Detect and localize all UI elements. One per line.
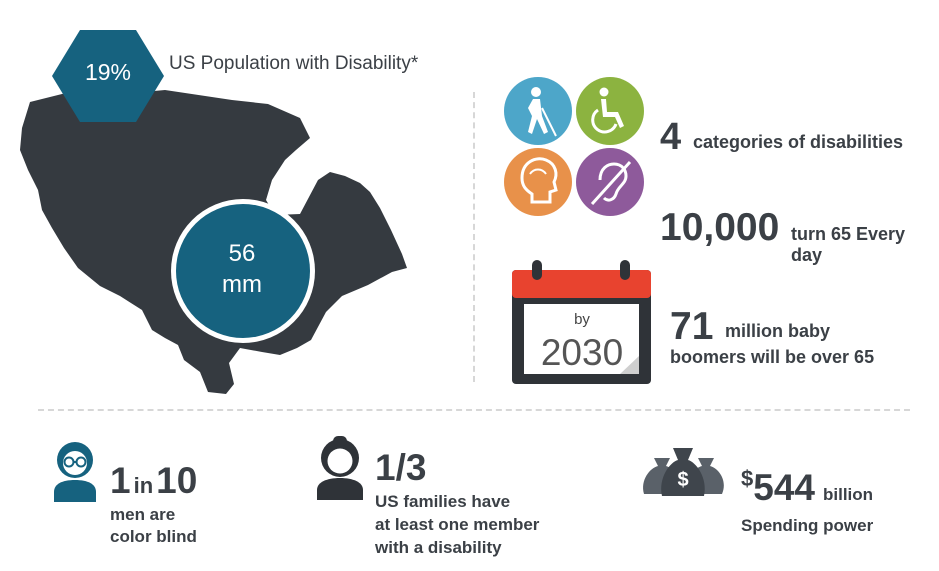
calendar-by-label: by <box>574 311 590 328</box>
percent-hexagon <box>52 30 164 122</box>
aging-number: 10,000 <box>660 206 780 249</box>
aging-text: turn 65 Every day <box>791 224 906 265</box>
population-count-unit: mm <box>222 271 262 298</box>
hearing-impaired-icon <box>576 148 644 216</box>
families-line3: with a disability <box>375 538 502 557</box>
population-count-number: 56 <box>228 240 256 267</box>
colorblind-line2: color blind <box>110 527 197 546</box>
horizontal-divider <box>38 409 910 411</box>
boomers-text-line1: million baby <box>725 321 831 341</box>
wheelchair-icon <box>576 77 644 145</box>
svg-text:$: $ <box>677 469 688 491</box>
boomers-number: 71 <box>670 305 714 348</box>
population-graphic <box>20 30 407 394</box>
spending-currency: $ <box>741 466 754 491</box>
families-line1: US families have <box>375 492 511 511</box>
spending-unit: billion <box>822 485 874 504</box>
families-line2: at least one member <box>375 515 540 534</box>
colorblind-line1: men are <box>110 505 176 524</box>
man-glasses-icon <box>54 442 96 502</box>
head-cognitive-icon <box>504 148 572 216</box>
categories-number: 4 <box>660 116 682 158</box>
map-lake <box>268 186 298 212</box>
colorblind-num1: 1 <box>110 460 131 501</box>
colorblind-num2: 10 <box>156 460 198 501</box>
boomers-text-line2: boomers will be over 65 <box>670 347 875 367</box>
spending-line1: Spending power <box>741 516 874 535</box>
colorblind-ratio: 1 in10 <box>110 460 197 502</box>
calendar-icon <box>512 260 651 384</box>
blind-person-icon <box>504 77 572 145</box>
woman-icon <box>317 436 363 500</box>
families-fraction: 1/3 <box>375 447 427 488</box>
disability-icons <box>504 77 644 216</box>
money-bags-icon: $ <box>643 448 724 496</box>
vertical-divider <box>473 92 475 382</box>
spending-number: 544 <box>753 467 815 508</box>
population-title: US Population with Disability* <box>169 53 419 74</box>
population-percent: 19% <box>84 59 132 85</box>
colorblind-in: in <box>133 473 154 498</box>
population-count: 56 mm <box>172 238 312 300</box>
calendar-year: 2030 <box>540 332 624 373</box>
spending-amount: $544 billion <box>741 466 873 509</box>
categories-text: categories of disabilities <box>693 132 904 152</box>
